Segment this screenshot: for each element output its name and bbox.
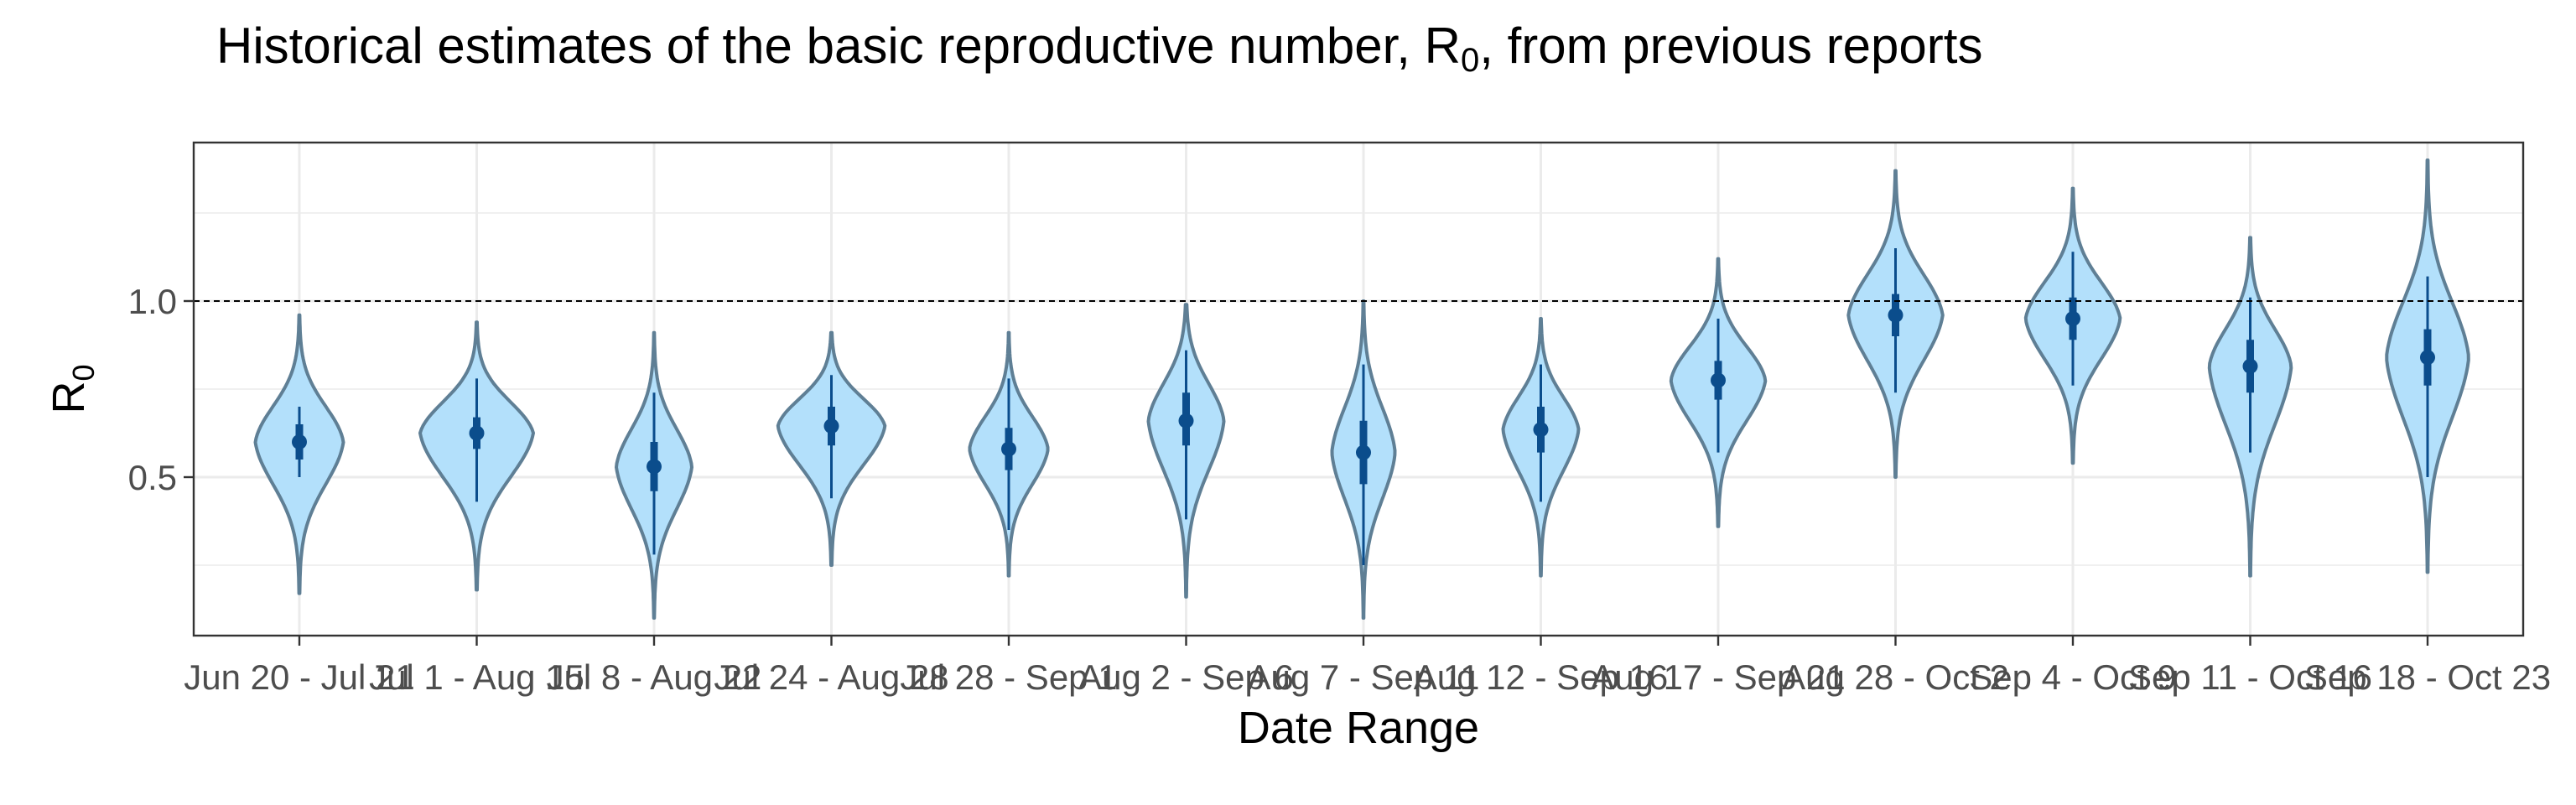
x-tick-label: Sep 18 - Oct 23 [2304,657,2551,697]
median-point [2242,358,2258,374]
x-tick-label: Aug 2 - Sep 6 [1078,657,1294,697]
median-point [292,434,307,449]
median-point [2065,311,2080,326]
x-tick-label: Jul 1 - Aug 15 [369,657,584,697]
y-axis-label: R0 [44,364,101,413]
x-tick-label: Sep 11 - Oct 16 [2128,657,2372,697]
median-point [1533,422,1549,438]
median-point [1178,413,1194,428]
y-tick-label: 1.0 [128,282,177,321]
chart-title: Historical estimates of the basic reprod… [216,18,1983,79]
x-tick-label: Aug 17 - Sep 21 [1591,657,1846,697]
plot-panel [192,141,2525,637]
x-axis-label: Date Range [1238,703,1479,753]
x-tick-label: Jun 20 - Jul 21 [184,657,415,697]
x-tick-label: Aug 28 - Oct 2 [1782,657,2009,697]
x-tick-label: Aug 7 - Sep 11 [1247,657,1479,697]
median-point [2420,350,2435,366]
median-point [1711,372,1726,388]
median-point [469,425,485,441]
x-tick-label: Jul 24 - Aug 28 [714,657,948,697]
median-point [823,418,839,434]
x-tick-label: Sep 4 - Oct 9 [1969,657,2176,697]
median-point [1888,307,1903,323]
violin-layer [194,158,2523,620]
median-point [1001,441,1016,457]
x-tick-label: Jul 8 - Aug 22 [547,657,762,697]
median-point [1356,444,1371,460]
x-tick-label: Aug 12 - Sep 16 [1414,657,1669,697]
x-tick-label: Jul 28 - Sep 1 [900,657,1117,697]
median-point [647,459,662,475]
y-tick-label: 0.5 [128,458,177,497]
